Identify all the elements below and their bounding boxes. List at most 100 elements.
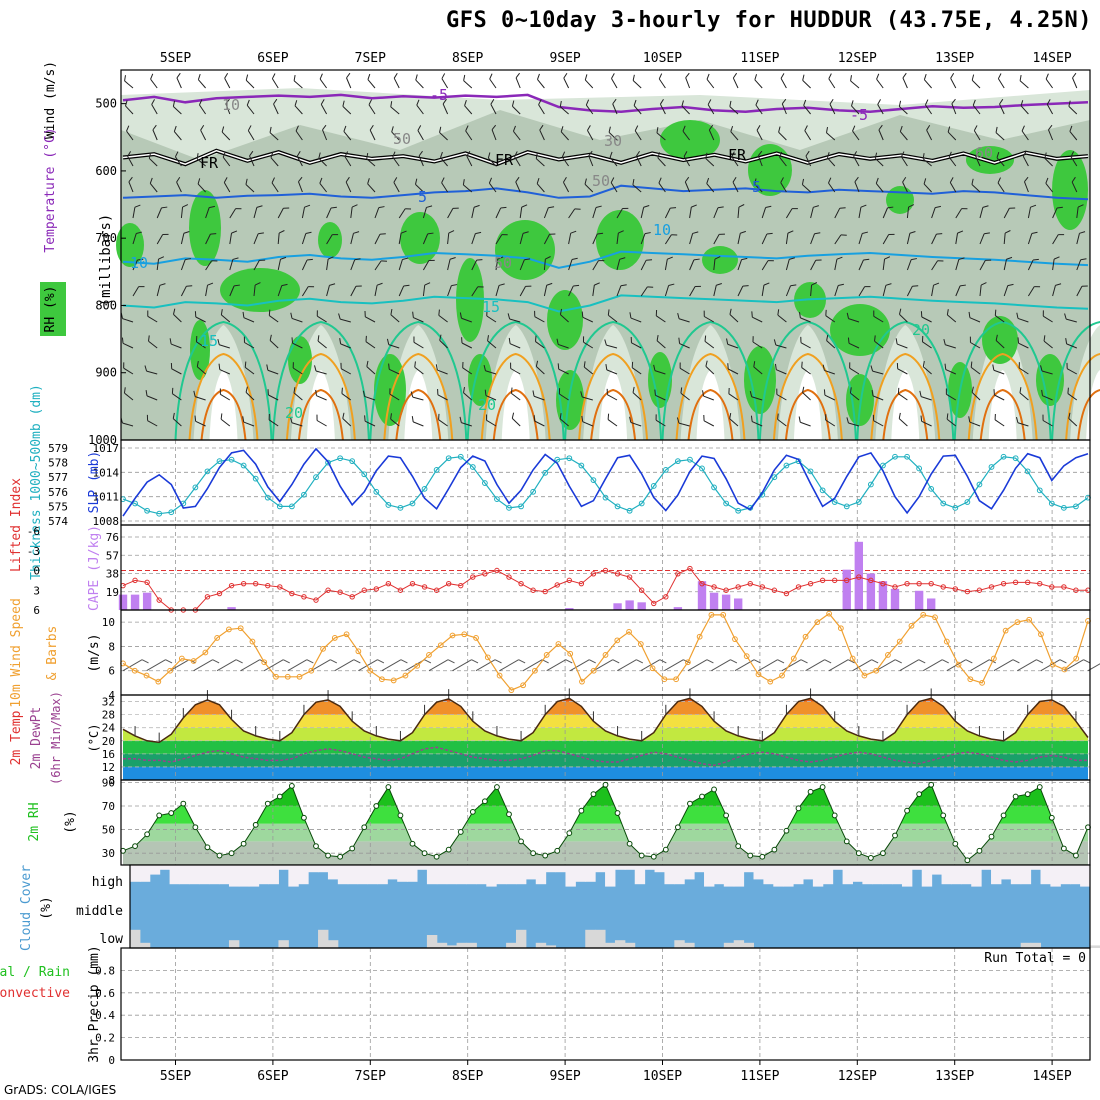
thickness-marker	[1024, 468, 1031, 475]
barb-staff	[539, 129, 545, 141]
wind-barb	[171, 387, 182, 401]
surface-barb-staff	[193, 659, 213, 672]
barb-staff	[156, 259, 160, 271]
wind-barb	[364, 310, 376, 323]
surface-barb-feather	[824, 659, 832, 664]
barb-feather	[798, 312, 801, 318]
date-label-bottom: 5SEP	[160, 1069, 191, 1084]
lifted-marker	[892, 584, 898, 590]
barb-staff	[486, 315, 497, 323]
barb-staff	[509, 318, 521, 323]
barb-feather	[995, 126, 998, 133]
barb-feather	[839, 207, 846, 209]
barb-feather	[332, 234, 339, 236]
lifted-marker	[144, 579, 150, 586]
wind-barb	[320, 99, 328, 115]
barb-feather	[490, 99, 495, 105]
surface-barb-staff	[311, 659, 331, 672]
rh-marker	[904, 807, 910, 814]
barb-feather	[410, 391, 414, 398]
barb-staff	[921, 420, 932, 427]
barb-staff	[243, 421, 255, 427]
wind-barb	[826, 152, 836, 167]
barb-staff	[147, 315, 158, 323]
barb-staff	[728, 393, 739, 401]
barb-staff	[827, 157, 836, 167]
precip-tick-label: 0	[108, 1054, 115, 1067]
rh-marker	[1036, 784, 1043, 790]
barb-feather	[402, 257, 409, 260]
barb-staff	[543, 258, 546, 271]
thickness-marker	[904, 453, 910, 460]
barb-staff	[173, 313, 182, 323]
barb-staff	[1068, 418, 1078, 427]
cloud-high-gap	[219, 865, 230, 885]
barb-feather	[249, 150, 254, 157]
barb-staff	[1052, 207, 1058, 219]
barb-staff	[899, 106, 908, 115]
barb-staff	[439, 339, 448, 349]
barb-feather	[148, 335, 150, 342]
barb-feather	[231, 230, 238, 234]
barb-feather	[319, 73, 323, 80]
barb-feather	[606, 388, 608, 395]
barb-staff	[1052, 285, 1056, 297]
barb-staff	[224, 78, 231, 89]
wind-marker	[779, 672, 785, 679]
barb-staff	[128, 181, 134, 193]
barb-feather	[524, 258, 531, 261]
wind-barb	[750, 415, 763, 427]
barb-feather	[514, 151, 518, 157]
barb-staff	[923, 183, 932, 193]
barb-feather	[973, 125, 978, 131]
thickness-marker	[578, 462, 585, 469]
barb-staff	[951, 103, 957, 115]
barb-staff	[679, 367, 690, 375]
wind-barb	[514, 151, 521, 167]
barb-staff	[751, 396, 763, 401]
wind-barb	[923, 178, 932, 193]
wind-barb	[294, 100, 303, 115]
barb-feather	[847, 337, 850, 344]
cloud-low-bar	[327, 940, 339, 948]
barb-feather	[343, 125, 347, 132]
barb-staff	[146, 395, 158, 401]
rh-marker	[445, 846, 452, 853]
lifted-marker	[301, 594, 307, 600]
date-label-top: 12SEP	[838, 51, 877, 66]
barb-feather	[908, 204, 915, 208]
wind-marker	[932, 614, 938, 621]
isotherm-25	[285, 352, 356, 441]
barb-feather	[346, 72, 351, 79]
lifted-marker	[421, 584, 428, 590]
barb-feather	[646, 259, 653, 261]
barb-staff	[689, 286, 696, 297]
wind-marker	[920, 611, 927, 618]
wind-barb	[825, 309, 836, 323]
wind-barb	[1076, 231, 1086, 245]
wind-barb	[144, 365, 158, 375]
wind-barb	[774, 363, 787, 375]
wind-barb	[1052, 283, 1062, 297]
pressure-tick-label: 500	[95, 97, 117, 111]
wind-barb	[634, 125, 642, 141]
barb-feather	[173, 308, 176, 315]
barb-feather	[195, 335, 198, 342]
rh-marker	[578, 807, 585, 814]
barb-feather	[716, 283, 722, 286]
barb-feather	[246, 99, 250, 106]
wind-barb	[702, 390, 714, 401]
barb-feather	[1015, 417, 1019, 423]
thickness-marker	[409, 500, 416, 507]
surface-barb	[687, 659, 714, 672]
lifted-marker	[880, 580, 886, 587]
wind-barb	[800, 336, 811, 349]
barb-staff	[732, 77, 739, 89]
barb-feather	[172, 100, 176, 107]
barb-staff	[152, 129, 158, 141]
thickness-marker	[349, 458, 356, 465]
barb-staff	[345, 181, 352, 193]
rh-marker	[626, 840, 633, 847]
thickness-marker	[288, 503, 295, 510]
thickness-marker	[843, 503, 850, 510]
